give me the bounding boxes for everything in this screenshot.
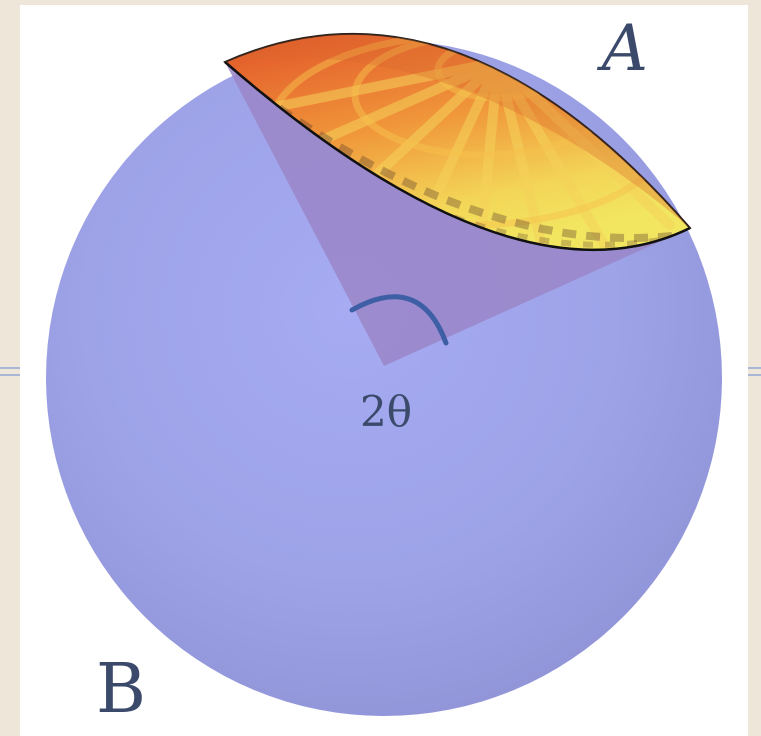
label-a: A xyxy=(597,12,648,86)
label-b: B xyxy=(96,650,146,729)
angle-label: 2θ xyxy=(360,387,412,436)
angle-arc xyxy=(349,294,449,346)
